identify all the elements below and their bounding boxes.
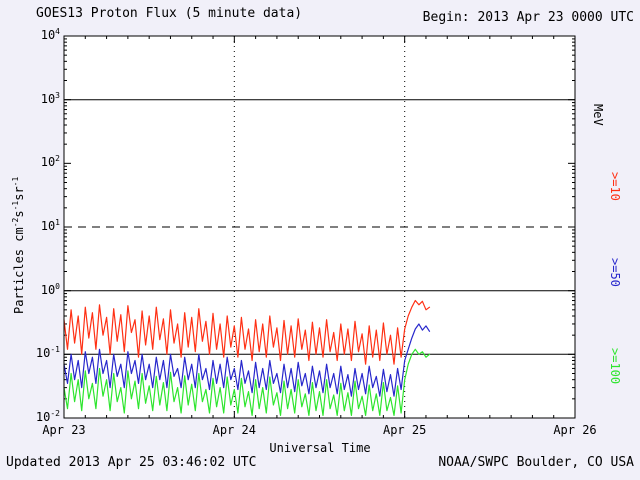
y-axis-label-text: Particles cm — [12, 227, 26, 314]
y-axis-label-sup3: -1 — [11, 176, 20, 187]
series-line-0 — [63, 299, 431, 365]
legend-unit-mev: MeV — [591, 104, 605, 126]
chart-title: GOES13 Proton Flux (5 minute data) — [36, 6, 303, 21]
y-axis-label: Particles cm-2s-1sr-1 — [11, 176, 26, 314]
plot-border — [63, 35, 576, 419]
series-line-2 — [63, 348, 431, 416]
legend-item-gte100: >=100 — [608, 348, 622, 385]
legend-item-gte50: >=50 — [608, 258, 622, 287]
credit-label: NOAA/SWPC Boulder, CO USA — [438, 455, 634, 470]
y-axis-label-sup1: -2 — [11, 217, 20, 228]
x-axis-label: Universal Time — [269, 441, 371, 455]
legend-item-gte10: >=10 — [608, 172, 622, 201]
y-axis-label-text2: s — [12, 210, 26, 218]
begin-time-label: Begin: 2013 Apr 23 0000 UTC — [422, 10, 634, 25]
y-axis-label-text3: sr — [12, 186, 26, 201]
y-axis-label-sup2: -1 — [11, 200, 20, 211]
updated-timestamp: Updated 2013 Apr 25 03:46:02 UTC — [6, 455, 257, 470]
series-line-1 — [63, 323, 431, 397]
